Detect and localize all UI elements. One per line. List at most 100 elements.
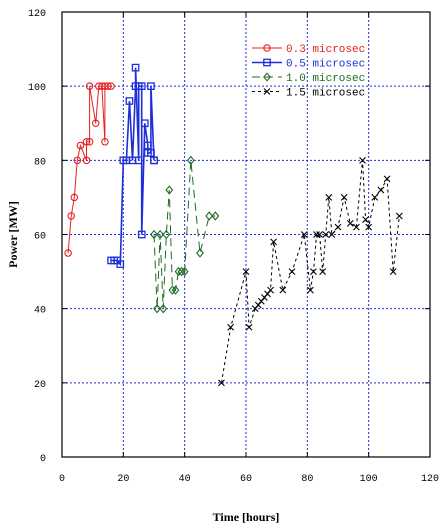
data-point-x-marker bbox=[288, 268, 296, 275]
data-point-diamond-marker bbox=[156, 229, 165, 240]
data-point-x-marker bbox=[319, 268, 327, 275]
data-point-square-marker bbox=[131, 63, 140, 72]
data-point-square-marker bbox=[134, 156, 143, 165]
data-point-x-marker bbox=[279, 286, 287, 294]
data-point-circle-marker bbox=[82, 138, 91, 146]
series-4 bbox=[218, 156, 403, 387]
legend-x-marker bbox=[263, 88, 271, 95]
data-point-x-marker bbox=[359, 156, 366, 164]
y-tick-label: 40 bbox=[34, 306, 46, 317]
legend-entry: 0.3 microsec bbox=[252, 44, 365, 56]
data-point-square-marker bbox=[137, 230, 146, 239]
data-point-diamond-marker bbox=[150, 229, 158, 240]
data-point-diamond-marker bbox=[196, 248, 204, 258]
data-point-x-marker bbox=[353, 223, 360, 231]
y-tick-label: 0 bbox=[40, 454, 46, 465]
data-point-circle-marker bbox=[101, 138, 109, 146]
y-tick-label: 100 bbox=[28, 83, 46, 94]
data-point-x-marker bbox=[242, 268, 250, 275]
series-line bbox=[67, 85, 112, 254]
data-point-x-marker bbox=[325, 194, 333, 201]
data-point-x-marker bbox=[365, 223, 373, 231]
data-point-x-marker bbox=[313, 231, 320, 238]
x-tick-label: 60 bbox=[240, 474, 252, 485]
data-point-x-marker bbox=[328, 231, 336, 238]
legend-label: 1.5 microsec bbox=[286, 88, 365, 100]
legend-entry: 0.5 microsec bbox=[252, 59, 365, 71]
x-tick-label: 80 bbox=[301, 474, 313, 485]
data-point-circle-marker bbox=[76, 141, 85, 150]
data-point-square-marker bbox=[125, 97, 134, 105]
legend-circle-marker bbox=[263, 44, 271, 52]
series-3 bbox=[150, 155, 220, 314]
data-point-diamond-marker bbox=[174, 266, 183, 277]
x-axis-label: Time [hours] bbox=[213, 510, 280, 524]
data-point-circle-marker bbox=[73, 156, 82, 165]
data-point-diamond-marker bbox=[211, 211, 220, 221]
data-point-x-marker bbox=[334, 223, 342, 231]
data-point-x-marker bbox=[322, 231, 330, 238]
legend-label: 0.3 microsec bbox=[286, 44, 365, 56]
data-point-circle-marker bbox=[64, 249, 72, 257]
data-point-circle-marker bbox=[91, 119, 100, 128]
x-tick-label: 40 bbox=[179, 474, 191, 485]
data-point-diamond-marker bbox=[159, 304, 168, 314]
legend-square-marker bbox=[263, 58, 271, 67]
data-point-x-marker bbox=[383, 175, 391, 183]
data-point-x-marker bbox=[362, 216, 369, 224]
x-tick-label: 100 bbox=[360, 474, 378, 485]
data-point-x-marker bbox=[346, 219, 354, 227]
data-point-x-marker bbox=[389, 268, 397, 275]
data-point-x-marker bbox=[340, 194, 348, 201]
data-point-square-marker bbox=[147, 82, 155, 91]
data-point-diamond-marker bbox=[162, 229, 171, 240]
legend: 0.3 microsec 0.5 microsec 1.0 microsec 1.5 … bbox=[252, 44, 365, 100]
axis-ticks: 0 20 40 60 80 100 120 0 20 40 60 80 100 120 bbox=[28, 9, 439, 485]
data-point-square-marker bbox=[147, 149, 155, 157]
data-point-diamond-marker bbox=[165, 185, 174, 195]
data-point-x-marker bbox=[395, 212, 403, 220]
data-point-circle-marker bbox=[104, 82, 112, 90]
data-point-square-marker bbox=[140, 119, 149, 128]
x-tick-label: 0 bbox=[59, 474, 65, 485]
data-point-square-marker bbox=[137, 82, 146, 91]
series-1 bbox=[64, 82, 115, 257]
x-tick-label: 20 bbox=[117, 474, 129, 485]
data-point-diamond-marker bbox=[171, 285, 180, 295]
legend-entry: 1.0 microsec bbox=[252, 72, 365, 85]
data-point-diamond-marker bbox=[180, 266, 189, 277]
data-point-square-marker bbox=[150, 156, 158, 165]
y-tick-label: 60 bbox=[34, 232, 46, 243]
legend-entry: 1.5 microsec bbox=[252, 88, 365, 100]
data-point-x-marker bbox=[371, 194, 379, 201]
legend-diamond-marker bbox=[263, 72, 271, 82]
data-point-x-marker bbox=[267, 286, 274, 294]
data-point-diamond-marker bbox=[205, 211, 214, 221]
y-tick-label: 120 bbox=[28, 9, 46, 20]
y-axis-label: Power [MW] bbox=[6, 201, 20, 268]
series-group bbox=[64, 63, 403, 387]
data-point-x-marker bbox=[310, 268, 317, 275]
data-point-circle-marker bbox=[67, 212, 75, 220]
data-point-x-marker bbox=[245, 323, 253, 331]
data-point-circle-marker bbox=[107, 82, 115, 90]
data-point-diamond-marker bbox=[177, 266, 186, 277]
data-point-x-marker bbox=[316, 231, 323, 238]
data-point-diamond-marker bbox=[186, 155, 195, 165]
y-tick-label: 80 bbox=[34, 157, 46, 168]
data-point-square-marker bbox=[116, 260, 125, 269]
data-point-x-marker bbox=[218, 379, 225, 387]
data-point-diamond-marker bbox=[153, 304, 161, 314]
data-point-x-marker bbox=[307, 286, 314, 294]
data-point-x-marker bbox=[270, 238, 277, 246]
data-point-circle-marker bbox=[82, 156, 91, 165]
x-tick-label: 120 bbox=[421, 474, 439, 485]
data-point-x-marker bbox=[300, 231, 308, 238]
data-point-circle-marker bbox=[85, 82, 94, 90]
data-point-circle-marker bbox=[70, 193, 79, 202]
data-point-square-marker bbox=[144, 141, 152, 150]
legend-label: 0.5 microsec bbox=[286, 59, 365, 71]
y-tick-label: 20 bbox=[34, 380, 46, 391]
